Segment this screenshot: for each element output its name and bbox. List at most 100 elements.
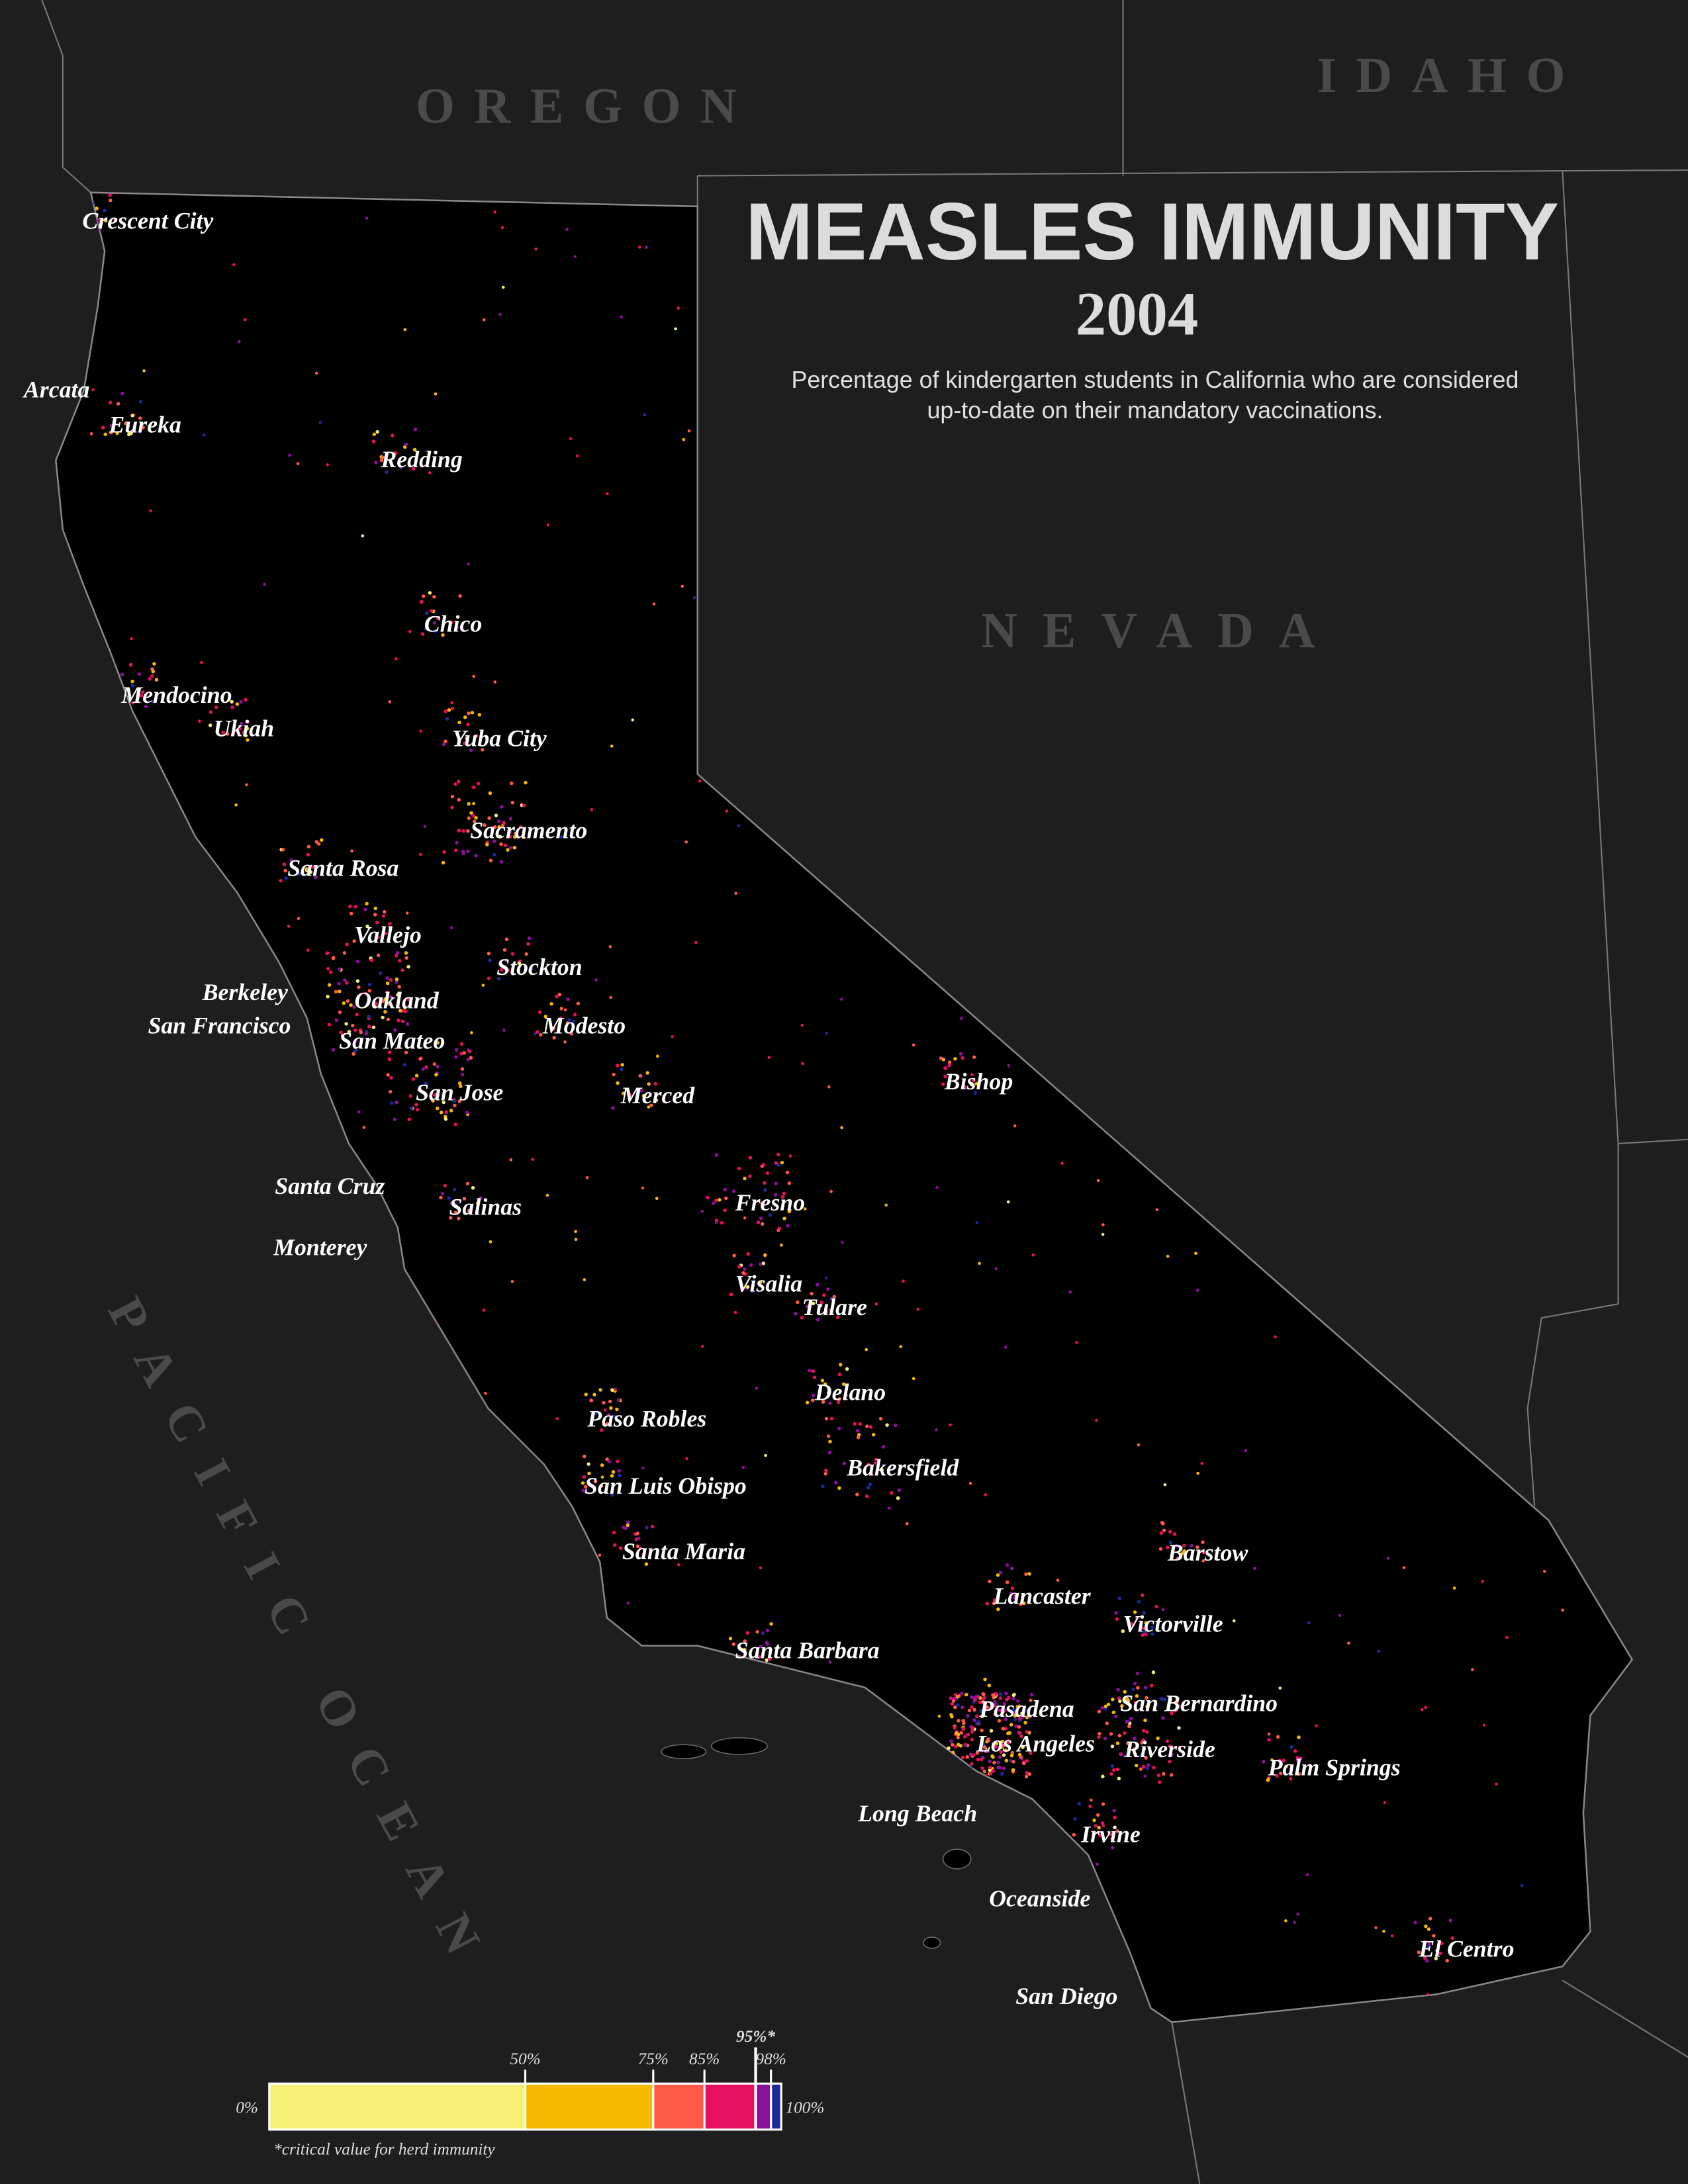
school-dot [1115, 1617, 1119, 1621]
school-dot [538, 1010, 542, 1015]
school-dot [1094, 1824, 1098, 1828]
school-dot [352, 939, 356, 943]
school-dot [885, 1423, 889, 1427]
school-dot [1109, 1732, 1113, 1736]
school-dot [1427, 1942, 1431, 1946]
school-dot [1177, 1726, 1181, 1730]
school-dot [1006, 1580, 1009, 1584]
school-dot [737, 1265, 741, 1269]
school-dot [1141, 1729, 1146, 1733]
school-dot [776, 1152, 780, 1157]
school-dot [484, 1392, 487, 1395]
school-dot [1097, 1735, 1101, 1739]
school-dot [956, 1735, 960, 1740]
city-label: Santa Rosa [287, 854, 399, 881]
school-dot [865, 1494, 869, 1498]
school-dot [701, 1345, 704, 1348]
school-dot [959, 1744, 963, 1748]
school-dot [774, 1161, 778, 1165]
school-dot [1284, 1764, 1288, 1769]
school-dot [108, 193, 112, 197]
school-dot [394, 657, 398, 660]
school-dot [768, 1213, 773, 1217]
border [1526, 1143, 1619, 1506]
school-dot [353, 905, 357, 909]
school-dot [1101, 1802, 1105, 1806]
school-dot [745, 1285, 750, 1289]
year: 2004 [1076, 281, 1198, 349]
school-dot [493, 680, 497, 684]
school-dot [496, 976, 501, 981]
school-dot [837, 1486, 841, 1490]
school-dot [1011, 1693, 1015, 1698]
school-dot [1001, 1727, 1006, 1731]
school-dot [378, 1005, 383, 1009]
school-dot [950, 1743, 955, 1747]
school-dot [510, 972, 515, 976]
school-dot [592, 1392, 596, 1397]
city-label: San Diego [1015, 1983, 1117, 2009]
school-dot [239, 721, 244, 726]
school-dot [1144, 1621, 1148, 1625]
school-dot [1095, 1418, 1098, 1422]
city-label: Berkeley [202, 979, 288, 1005]
legend-tick-label: 98% [756, 2050, 786, 2068]
school-dot [508, 830, 512, 834]
school-dot [524, 952, 528, 956]
city-label: El Centro [1418, 1936, 1514, 1962]
school-dot [152, 662, 156, 666]
school-dot [327, 1023, 332, 1026]
school-dot [837, 1426, 841, 1431]
school-dot [318, 420, 322, 424]
school-dot [970, 1727, 974, 1731]
school-dot [951, 1699, 956, 1703]
school-dot [428, 471, 432, 475]
school-dot [829, 1308, 833, 1312]
school-dot [536, 1030, 539, 1034]
school-dot [474, 815, 478, 820]
school-dot [960, 1017, 963, 1021]
school-dot [563, 1008, 567, 1012]
school-dot [462, 1051, 466, 1055]
school-dot [460, 1067, 465, 1071]
school-dot [970, 1705, 974, 1709]
school-dot [1117, 1733, 1121, 1738]
school-dot [1031, 1253, 1035, 1257]
school-dot [455, 625, 459, 629]
school-dot [996, 1707, 1000, 1712]
school-dot [645, 1071, 649, 1075]
school-dot [964, 1692, 968, 1697]
school-dot [1182, 1543, 1186, 1548]
school-dot [963, 1743, 967, 1747]
school-dot [1016, 1699, 1020, 1703]
school-dot [1261, 1760, 1266, 1764]
school-dot [465, 1111, 469, 1115]
school-dot [504, 958, 508, 962]
school-dot [967, 1708, 972, 1713]
city-label: Eureka [108, 411, 181, 437]
school-dot [1156, 1773, 1161, 1778]
school-dot [1009, 1591, 1013, 1596]
school-dot [470, 711, 475, 715]
school-dot [387, 1002, 391, 1006]
school-dot [1136, 1686, 1140, 1690]
school-dot [732, 1253, 736, 1257]
school-dot [765, 1642, 770, 1646]
school-dot [1143, 1686, 1148, 1690]
school-dot [1289, 1745, 1293, 1749]
school-dot [443, 1183, 447, 1188]
school-dot [582, 1475, 586, 1479]
school-dot [1002, 1753, 1006, 1757]
school-dot [973, 1091, 978, 1095]
school-dot [367, 1015, 371, 1019]
school-dot [499, 842, 503, 846]
school-dot [752, 1279, 756, 1283]
school-dot [1006, 1731, 1010, 1735]
school-dot [449, 1216, 453, 1220]
school-dot [103, 208, 107, 212]
school-dot [837, 1397, 841, 1401]
school-dot [972, 1707, 976, 1712]
school-dot [1145, 1730, 1149, 1734]
school-dot [935, 1428, 938, 1432]
school-dot [1098, 1833, 1102, 1838]
